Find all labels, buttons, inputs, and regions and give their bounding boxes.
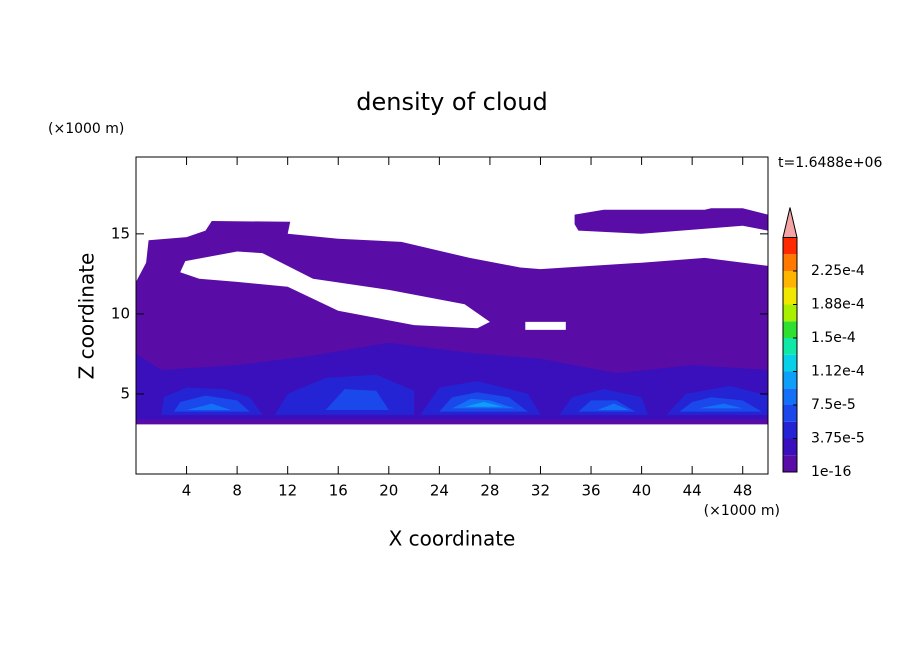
- x-axis-title: X coordinate: [389, 527, 516, 551]
- colorbar-band: [783, 237, 797, 255]
- x-tick-label: 48: [733, 482, 752, 500]
- colorbar-band: [783, 371, 797, 389]
- colorbar-tick-label: 1.12e-4: [811, 364, 865, 380]
- colorbar-band: [783, 354, 797, 372]
- chart-title: density of cloud: [356, 88, 547, 116]
- contour-region: [186, 398, 743, 410]
- colorbar-tick-label: 2.25e-4: [811, 263, 865, 279]
- x-tick-label: 44: [683, 482, 702, 500]
- colorbar-band: [783, 304, 797, 322]
- colorbar-band: [783, 421, 797, 439]
- colorbar-extend: [782, 207, 798, 238]
- x-tick-label: 32: [531, 482, 550, 500]
- contour-region: [464, 402, 503, 407]
- contour-field: [136, 208, 768, 425]
- colorbar-tick-label: 3.75e-5: [811, 431, 865, 447]
- colorbar-tick-label: 1e-16: [811, 464, 851, 480]
- x-tick-label: 28: [480, 482, 499, 500]
- y-unit: (×1000 m): [48, 121, 124, 137]
- colorbar-band: [783, 254, 797, 271]
- colorbar-band: [783, 455, 797, 472]
- colorbar-band: [783, 338, 797, 355]
- plot-frame: [135, 156, 769, 475]
- colorbar-frame: [782, 237, 798, 473]
- x-tick-label: 12: [278, 482, 297, 500]
- y-tick-label: 10: [111, 304, 130, 322]
- x-tick-label: 24: [430, 482, 449, 500]
- colorbar-tick-label: 7.5e-5: [811, 397, 856, 413]
- annotation: t=1.6488e+06: [778, 155, 882, 171]
- x-unit: (×1000 m): [704, 503, 780, 519]
- y-tick-label: 5: [120, 384, 130, 402]
- colorbar-band: [783, 321, 797, 338]
- colorbar-band: [783, 438, 797, 456]
- x-tick-label: 8: [232, 482, 242, 500]
- x-tick-label: 20: [379, 482, 398, 500]
- colorbar-tick-label: 1.88e-4: [811, 297, 865, 313]
- x-tick-label: 4: [182, 482, 192, 500]
- x-tick-label: 40: [632, 482, 651, 500]
- colorbar-band: [783, 287, 797, 305]
- colorbar-band: [783, 388, 797, 405]
- colorbar-band: [783, 405, 797, 422]
- colorbar-band: [783, 271, 797, 288]
- y-tick-label: 15: [111, 224, 130, 242]
- x-tick-label: 36: [581, 482, 600, 500]
- y-axis-title: Z coordinate: [75, 253, 99, 380]
- x-tick-label: 16: [329, 482, 348, 500]
- colorbar-tick-label: 1.5e-4: [811, 330, 856, 346]
